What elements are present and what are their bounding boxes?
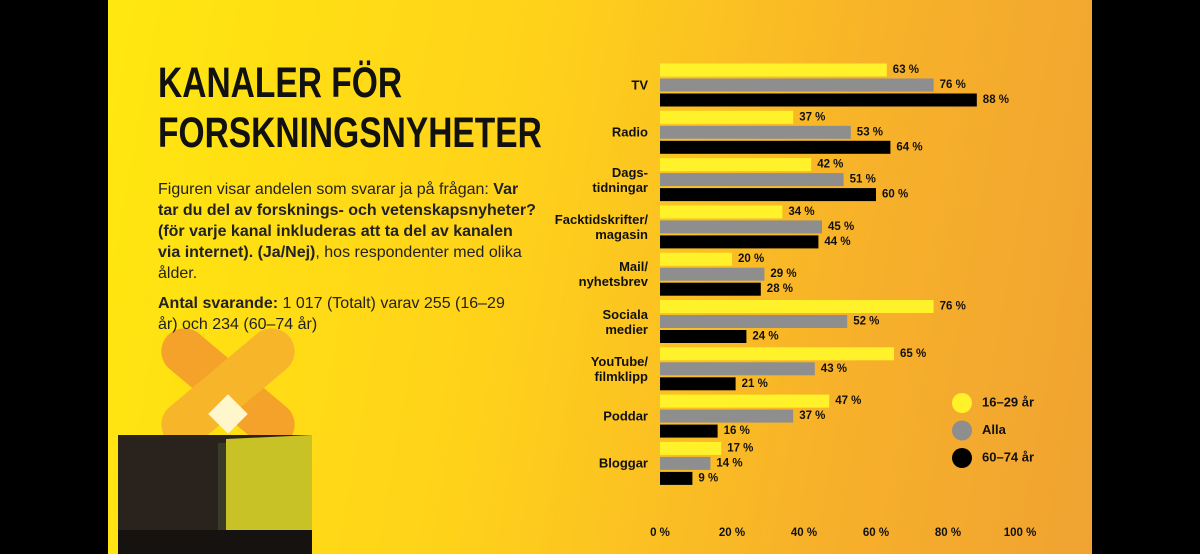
bar — [660, 220, 822, 234]
value-label: 52 % — [853, 316, 879, 328]
video-floor — [118, 530, 312, 554]
value-label: 24 % — [752, 331, 778, 343]
value-label: 14 % — [716, 457, 742, 469]
bar — [660, 282, 761, 296]
bar — [660, 471, 693, 485]
bar — [660, 456, 711, 470]
value-label: 43 % — [821, 363, 847, 375]
bar — [660, 252, 732, 266]
value-label: 64 % — [896, 141, 922, 153]
video-inset — [118, 435, 312, 554]
x-tick-label: 40 % — [791, 527, 817, 539]
legend-swatch — [952, 393, 972, 413]
category-label: Radio — [611, 124, 648, 140]
value-label: 60 % — [882, 189, 908, 201]
value-label: 34 % — [788, 206, 814, 218]
bar — [660, 267, 765, 281]
x-tick-label: 0 % — [650, 527, 670, 539]
bar — [660, 315, 848, 328]
bar — [660, 63, 887, 77]
bar — [660, 205, 783, 219]
bar — [660, 441, 722, 455]
legend-label: 60–74 år — [982, 449, 1034, 464]
x-tick-label: 100 % — [1004, 527, 1037, 539]
x-tick-label: 80 % — [935, 527, 961, 539]
value-label: 21 % — [742, 378, 768, 390]
text: , hos respondenter med olika ålder. — [158, 244, 522, 282]
category-label: YouTube/ filmklipp — [590, 353, 648, 384]
text: Figuren visar andelen som svarar ja på f… — [158, 181, 494, 198]
value-label: 63 % — [893, 64, 919, 76]
category-label: Sociala medier — [602, 306, 648, 337]
video-screen — [226, 435, 312, 545]
bar — [660, 93, 977, 107]
bar — [660, 347, 894, 361]
category-label: Dags- tidningar — [592, 164, 648, 195]
value-label: 44 % — [824, 236, 850, 248]
bar — [660, 140, 891, 154]
category-label: TV — [631, 77, 648, 93]
value-label: 42 % — [817, 159, 843, 171]
logo-stroke — [161, 328, 295, 448]
bar — [660, 78, 934, 92]
logo — [161, 328, 295, 448]
text: 1 017 (Totalt) varav 255 (16–29 år) och … — [158, 295, 505, 333]
category-label: Poddar — [603, 408, 648, 424]
value-label: 16 % — [724, 425, 750, 437]
bar — [660, 188, 876, 202]
category-label: Facktidskrifter/ magasin — [554, 211, 648, 242]
value-label: 51 % — [850, 174, 876, 186]
legend-swatch — [952, 448, 972, 468]
value-label: 47 % — [835, 395, 861, 407]
x-tick-label: 60 % — [863, 527, 889, 539]
bar — [660, 235, 819, 249]
title: KANALER FÖR FORSKNINGSNYHETER — [158, 58, 542, 158]
value-label: 28 % — [767, 283, 793, 295]
value-label: 76 % — [940, 301, 966, 313]
bar — [660, 409, 794, 423]
value-label: 17 % — [727, 442, 753, 454]
bar — [660, 173, 844, 187]
bar — [660, 330, 747, 343]
value-label: 37 % — [799, 410, 825, 422]
value-label: 29 % — [770, 268, 796, 280]
bar — [660, 362, 815, 376]
bar — [660, 158, 812, 172]
value-label: 53 % — [857, 126, 883, 138]
category-label: Mail/ nyhetsbrev — [578, 259, 648, 290]
value-label: 37 % — [799, 111, 825, 123]
legend-label: 16–29 år — [982, 394, 1034, 409]
respondents: Antal svarande: 1 017 (Totalt) varav 255… — [158, 293, 508, 335]
value-label: 45 % — [828, 221, 854, 233]
bar — [660, 300, 934, 313]
value-label: 88 % — [983, 94, 1009, 106]
bar — [660, 377, 736, 391]
bar — [660, 110, 794, 124]
bar — [660, 424, 718, 438]
value-label: 76 % — [940, 79, 966, 91]
value-label: 20 % — [738, 253, 764, 265]
category-label: Bloggar — [598, 455, 648, 471]
title-line: FORSKNINGSNYHETER — [158, 109, 542, 157]
question: Var tar du del av forsknings- och vetens… — [158, 181, 536, 261]
bar — [660, 125, 851, 139]
label: Antal svarande: — [158, 295, 279, 312]
bar — [660, 394, 830, 408]
x-tick-label: 20 % — [719, 527, 745, 539]
value-label: 65 % — [900, 348, 926, 360]
value-label: 9 % — [698, 472, 718, 484]
legend-label: Alla — [982, 422, 1007, 437]
legend-swatch — [952, 420, 972, 441]
title-line: KANALER FÖR — [158, 59, 403, 107]
description: Figuren visar andelen som svarar ja på f… — [158, 179, 538, 284]
